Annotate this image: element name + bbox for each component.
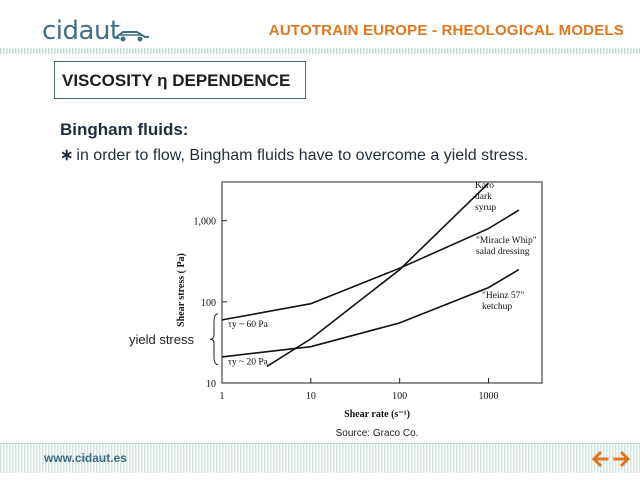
presentation-title: AUTOTRAIN EUROPE - RHEOLOGICAL MODELS xyxy=(268,22,624,39)
series-label: Karo xyxy=(475,181,494,191)
arrow-right-icon[interactable] xyxy=(612,449,632,469)
slide-title: VISCOSITY η DEPENDENCE xyxy=(62,71,291,90)
footer-bar xyxy=(0,443,640,480)
bullet-symbol: ∗ xyxy=(60,147,74,164)
header-bar: cidaut AUTOTRAIN EUROPE - RHEOLOGICAL MO… xyxy=(0,0,640,48)
series-line-2 xyxy=(221,268,520,358)
series-label: syrup xyxy=(475,203,496,213)
series-label: salad dressing xyxy=(476,247,530,257)
bullet-item: ∗ in order to flow, Bingham fluids have t… xyxy=(60,145,528,165)
series-line-0 xyxy=(266,182,490,368)
slide-title-box: VISCOSITY η DEPENDENCE xyxy=(54,61,306,99)
yield-brace xyxy=(209,313,219,366)
y-tick-label: 10 xyxy=(206,379,216,390)
x-tick-label: 100 xyxy=(392,391,407,402)
plot-frame xyxy=(221,181,543,384)
x-axis-label: Shear rate (s⁻¹) xyxy=(344,409,410,420)
bullet-text: in order to flow, Bingham fluids have to… xyxy=(76,147,529,164)
series-line-1 xyxy=(221,209,520,321)
yield-stress-label: yield stress xyxy=(129,332,195,347)
x-tick-label: 1000 xyxy=(479,391,499,402)
y-tick-label: 100 xyxy=(201,298,216,309)
yield-annotation: τy ~ 20 Pa xyxy=(228,358,269,368)
series-label: dark xyxy=(475,192,492,202)
arrow-left-icon[interactable] xyxy=(590,449,610,469)
car-logo-icon xyxy=(114,31,149,42)
subheading: Bingham fluids: xyxy=(60,120,189,139)
x-tick-label: 1 xyxy=(220,391,225,402)
cidaut-logo: cidaut xyxy=(42,16,120,46)
series-label: ketchup xyxy=(482,302,512,312)
header-divider xyxy=(0,48,640,54)
chart-source: Source: Graco Co. xyxy=(336,428,419,439)
series-label: "Heinz 57" xyxy=(482,291,524,301)
series-label: "Miracle Whip" xyxy=(476,236,537,246)
y-axis-label: Shear stress ( Pa) xyxy=(176,253,187,327)
x-tick-label: 10 xyxy=(306,391,316,402)
yield-annotation: τy ~ 60 Pa xyxy=(228,320,269,330)
footer-url[interactable]: www.cidaut.es xyxy=(44,451,127,465)
y-tick-label: 1,000 xyxy=(194,217,217,228)
